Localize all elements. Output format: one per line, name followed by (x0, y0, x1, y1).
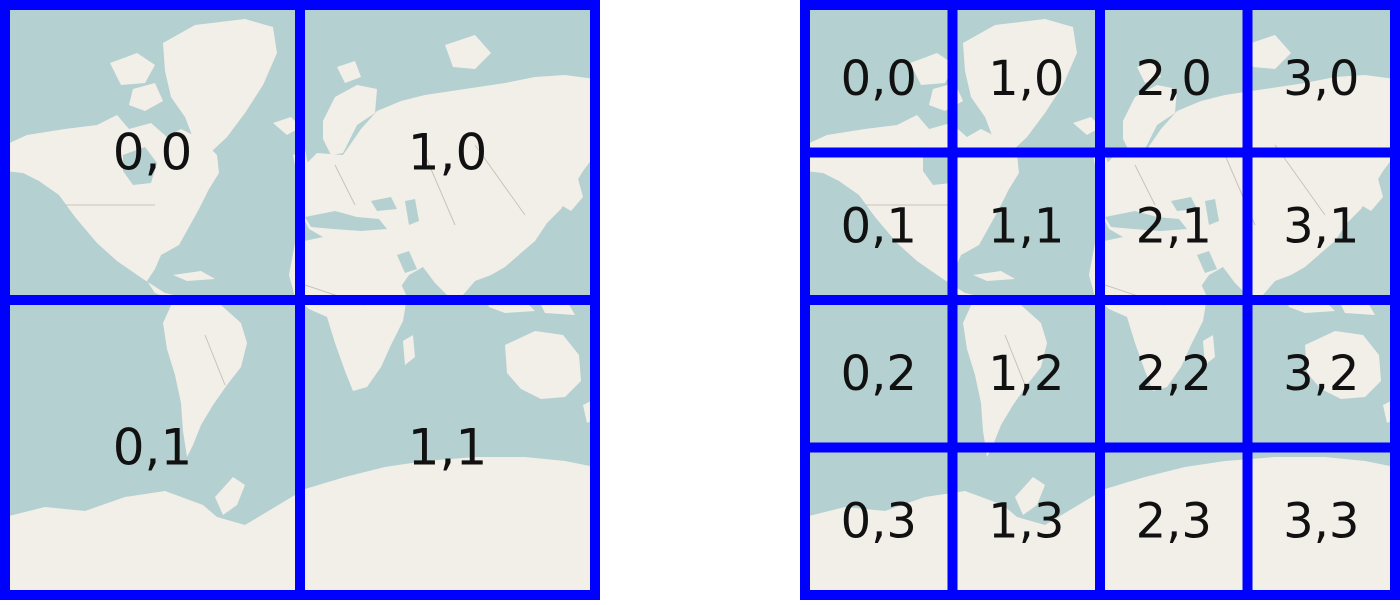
zoom2-tile-grid (800, 0, 1400, 600)
zoom1-tile-labels: 0,0 1,0 0,1 1,1 (113, 124, 488, 477)
tile-label-z2-2-1: 2,1 (1136, 198, 1212, 254)
tile-label-z2-0-3: 0,3 (841, 493, 917, 549)
tile-label-z2-1-3: 1,3 (988, 493, 1064, 549)
tile-label-z2-1-1: 1,1 (988, 198, 1064, 254)
zoom2-tile-labels: 0,0 1,0 2,0 3,0 0,1 1,1 2,1 3,1 0,2 1,2 2,2 3,2 0,3 1… (841, 51, 1360, 550)
tile-label-z1-1-1: 1,1 (408, 419, 488, 477)
tile-label-z1-1-0: 1,0 (408, 124, 488, 182)
tile-label-z2-0-1: 0,1 (841, 198, 917, 254)
tile-label-z1-0-1: 0,1 (113, 419, 193, 477)
tile-label-z2-1-0: 1,0 (988, 51, 1064, 107)
tile-label-z2-0-2: 0,2 (841, 346, 917, 402)
tile-label-z1-0-0: 0,0 (113, 124, 193, 182)
tile-label-z2-2-3: 2,3 (1136, 493, 1212, 549)
tile-label-z2-3-1: 3,1 (1283, 198, 1359, 254)
tile-label-z2-3-3: 3,3 (1283, 493, 1359, 549)
tile-label-z2-2-0: 2,0 (1136, 51, 1212, 107)
tile-label-z2-1-2: 1,2 (988, 346, 1064, 402)
tile-label-z2-0-0: 0,0 (841, 51, 917, 107)
zoom1-tile-grid (0, 0, 600, 600)
tile-label-z2-3-0: 3,0 (1283, 51, 1359, 107)
tile-label-z2-2-2: 2,2 (1136, 346, 1212, 402)
tile-label-z2-3-2: 3,2 (1283, 346, 1359, 402)
